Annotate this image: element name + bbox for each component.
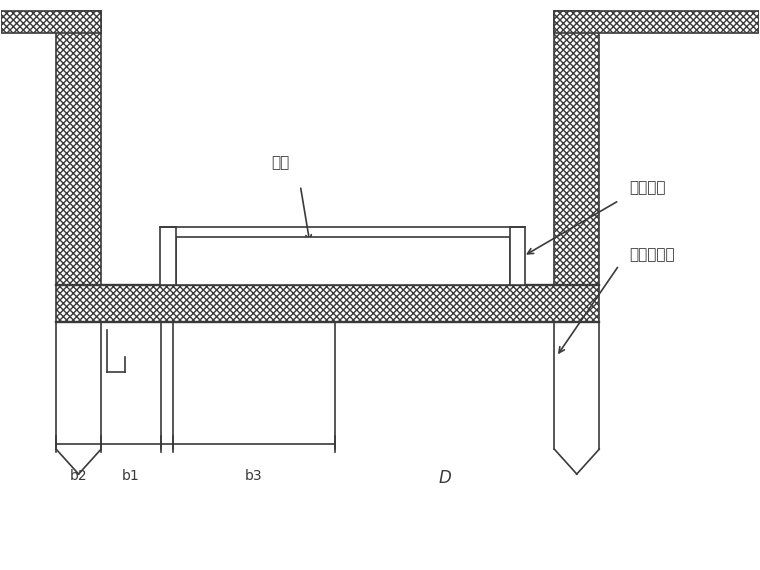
Bar [56, 285, 599, 322]
Text: 基础支模: 基础支模 [629, 181, 666, 196]
Text: b3: b3 [245, 469, 263, 483]
Bar [56, 11, 101, 285]
Bar [176, 237, 509, 285]
Text: b2: b2 [70, 469, 87, 483]
Text: D: D [439, 469, 451, 487]
Text: b1: b1 [122, 469, 140, 483]
Bar [2, 11, 101, 33]
Bar [554, 11, 599, 285]
Bar [554, 11, 758, 33]
Bar [509, 227, 525, 285]
Text: 基础: 基础 [271, 156, 290, 170]
Bar [160, 227, 176, 285]
Text: 钢板桩支撑: 钢板桩支撑 [629, 247, 675, 262]
